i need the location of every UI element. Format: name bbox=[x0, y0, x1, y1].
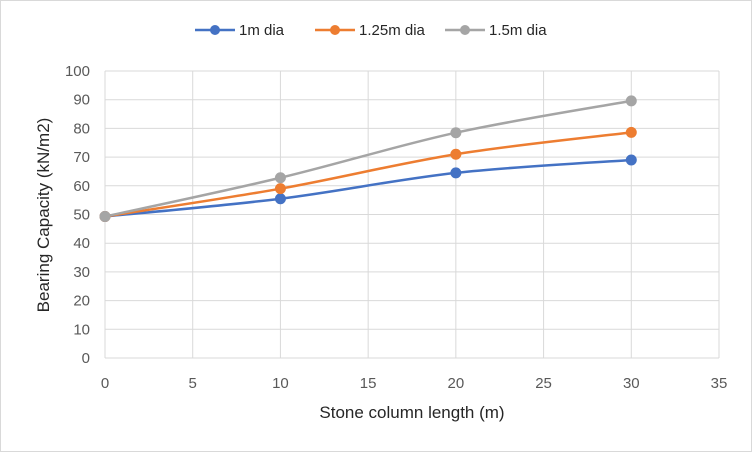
y-tick-label: 70 bbox=[73, 149, 90, 166]
legend-label: 1.25m dia bbox=[359, 22, 426, 39]
legend-label: 1.5m dia bbox=[489, 22, 547, 39]
x-axis-label: Stone column length (m) bbox=[319, 403, 504, 422]
data-point bbox=[99, 211, 111, 223]
data-point bbox=[274, 172, 286, 184]
y-tick-label: 80 bbox=[73, 120, 90, 137]
series-lines bbox=[104, 99, 632, 218]
y-tick-label: 0 bbox=[82, 350, 90, 367]
grid bbox=[104, 70, 720, 359]
series-points bbox=[99, 95, 637, 223]
x-tick-label: 0 bbox=[101, 375, 109, 392]
data-point bbox=[450, 127, 462, 139]
series-line-1 bbox=[104, 131, 632, 218]
legend-marker bbox=[330, 25, 340, 35]
y-tick-label: 50 bbox=[73, 207, 90, 224]
y-tick-label: 10 bbox=[73, 321, 90, 338]
y-tick-label: 20 bbox=[73, 293, 90, 310]
data-point bbox=[274, 193, 286, 205]
x-tick-label: 35 bbox=[711, 375, 728, 392]
y-axis-label: Bearing Capacity (kN/m2) bbox=[34, 118, 53, 313]
y-axis-ticks: 0 10 20 30 40 50 60 70 80 90 100 bbox=[65, 63, 90, 367]
x-tick-label: 25 bbox=[535, 375, 552, 392]
x-axis-ticks: 0 5 10 15 20 25 30 35 bbox=[101, 375, 728, 392]
y-tick-label: 100 bbox=[65, 63, 90, 80]
legend: 1m dia 1.25m dia 1.5m dia bbox=[195, 22, 547, 39]
series-line-2 bbox=[104, 99, 632, 218]
y-tick-label: 40 bbox=[73, 235, 90, 252]
data-point bbox=[625, 126, 637, 138]
data-point bbox=[274, 183, 286, 195]
x-tick-label: 10 bbox=[272, 375, 289, 392]
y-tick-label: 30 bbox=[73, 264, 90, 281]
series-line-0 bbox=[104, 158, 632, 218]
legend-marker bbox=[210, 25, 220, 35]
data-point bbox=[625, 95, 637, 107]
data-point bbox=[625, 154, 637, 166]
legend-label: 1m dia bbox=[239, 22, 285, 39]
x-tick-label: 5 bbox=[189, 375, 197, 392]
y-tick-label: 90 bbox=[73, 92, 90, 109]
legend-marker bbox=[460, 25, 470, 35]
x-tick-label: 15 bbox=[360, 375, 377, 392]
x-tick-label: 30 bbox=[623, 375, 640, 392]
y-tick-label: 60 bbox=[73, 178, 90, 195]
data-point bbox=[450, 148, 462, 160]
x-tick-label: 20 bbox=[448, 375, 465, 392]
data-point bbox=[450, 167, 462, 179]
